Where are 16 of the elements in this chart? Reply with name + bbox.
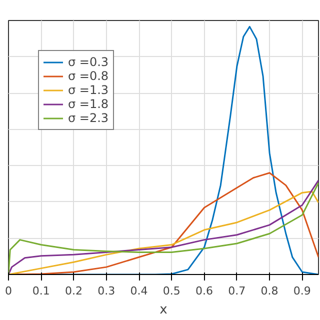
legend-label: σ =2.3 xyxy=(68,111,109,125)
x-tick-label: 0.2 xyxy=(65,284,83,298)
x-tick-label: 0.3 xyxy=(98,284,116,298)
x-tick-label: 0.8 xyxy=(260,284,278,298)
x-tick-label: 0.9 xyxy=(293,284,311,298)
x-axis-title: x xyxy=(160,302,168,318)
x-tick-label: 0.4 xyxy=(130,284,148,298)
legend-label: σ =1.3 xyxy=(68,83,109,97)
x-tick-label: 0.6 xyxy=(196,284,214,298)
x-tick-label: 0.5 xyxy=(162,284,180,298)
x-tick-label: 0.7 xyxy=(228,284,246,298)
legend-label: σ =0.8 xyxy=(68,69,109,83)
x-tick-label: 0.1 xyxy=(32,284,50,298)
legend-label: σ =1.8 xyxy=(68,97,109,111)
legend-label: σ =0.3 xyxy=(68,55,109,69)
x-tick-label: 0 xyxy=(5,284,12,298)
